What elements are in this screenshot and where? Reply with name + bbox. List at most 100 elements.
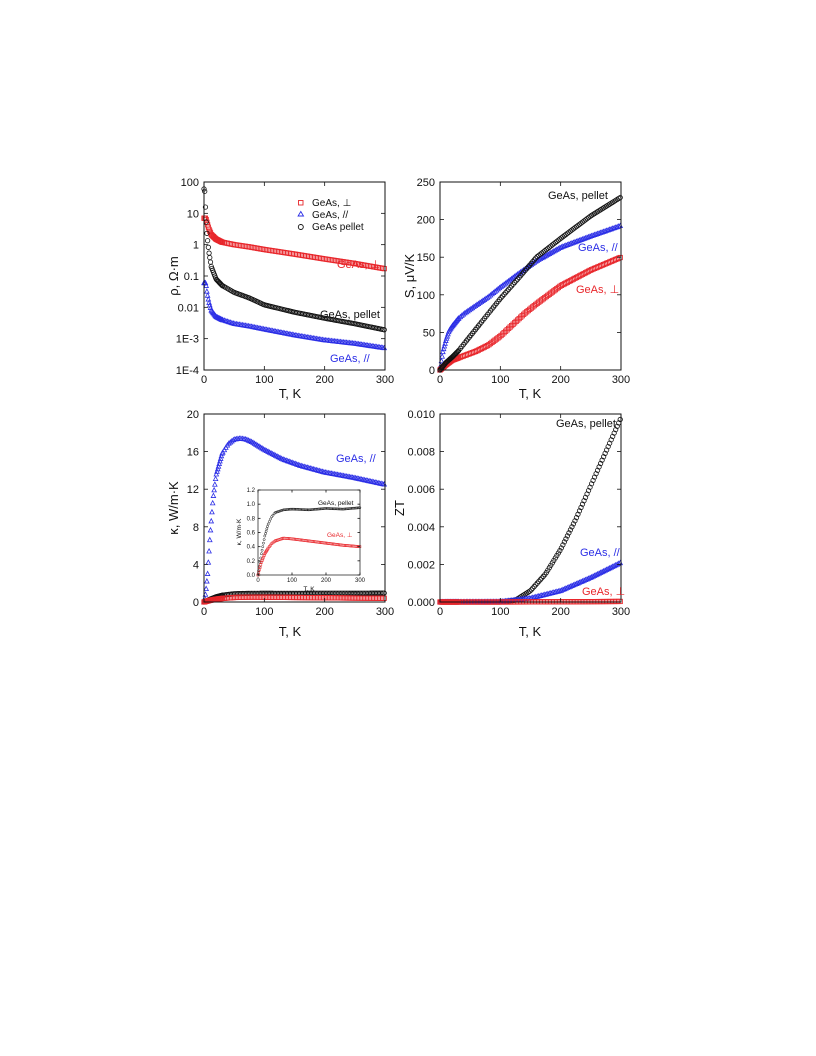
data-point bbox=[527, 588, 533, 594]
data-point bbox=[510, 321, 516, 327]
kappa-x-axis-label: T, K bbox=[279, 624, 302, 639]
data-point bbox=[214, 468, 220, 474]
data-point bbox=[258, 566, 262, 569]
data-point bbox=[268, 520, 271, 523]
data-point bbox=[375, 595, 381, 601]
data-point bbox=[515, 317, 521, 323]
data-point bbox=[313, 466, 320, 473]
data-point bbox=[266, 525, 269, 528]
data-point bbox=[378, 590, 384, 596]
series-square bbox=[437, 254, 623, 373]
data-point bbox=[505, 325, 512, 332]
data-point bbox=[617, 194, 623, 201]
data-point bbox=[498, 295, 504, 301]
series-square bbox=[201, 594, 387, 605]
data-point bbox=[204, 570, 211, 576]
data-point bbox=[339, 595, 345, 601]
data-point bbox=[318, 595, 324, 601]
y-tick-label: 16 bbox=[187, 447, 199, 459]
legend-marker-circle bbox=[297, 224, 304, 230]
data-point bbox=[312, 595, 318, 601]
data-point bbox=[316, 595, 322, 601]
data-point bbox=[310, 595, 316, 601]
data-point bbox=[211, 486, 217, 493]
data-point bbox=[304, 595, 310, 601]
y-tick-label: 0.002 bbox=[407, 559, 435, 571]
data-point bbox=[362, 595, 368, 601]
inset-axes: 0 100 200 300 0.0 0.2 0.4 0.6 0.8 1.0 1.2 bbox=[247, 488, 366, 584]
data-point bbox=[534, 580, 540, 586]
x-tick-label: 0 bbox=[437, 374, 443, 386]
x-tick-label: 100 bbox=[287, 578, 298, 584]
y-tick-label: 150 bbox=[417, 252, 435, 264]
data-point bbox=[303, 594, 309, 601]
y-tick-label: 1.0 bbox=[247, 502, 256, 508]
data-point bbox=[269, 517, 272, 521]
y-tick-label: 250 bbox=[417, 177, 435, 189]
data-point bbox=[266, 522, 270, 526]
data-point bbox=[340, 595, 347, 601]
x-tick-label: 200 bbox=[551, 606, 569, 618]
data-point bbox=[202, 204, 209, 210]
data-point bbox=[533, 255, 539, 261]
kappa-y-axis-label: κ, W/m·K bbox=[166, 481, 181, 535]
seebeck-axes: 0 100 200 300 0 50 100 150 200 250 bbox=[417, 177, 631, 386]
y-tick-label: 1.2 bbox=[247, 488, 256, 494]
data-point bbox=[260, 548, 264, 552]
data-point bbox=[342, 595, 348, 601]
data-point bbox=[569, 524, 575, 530]
zt-data-marks bbox=[437, 416, 624, 605]
seebeck-plot-frame bbox=[439, 181, 622, 371]
data-point bbox=[483, 343, 489, 349]
x-tick-label: 0 bbox=[201, 606, 207, 618]
data-point bbox=[316, 467, 323, 473]
data-point bbox=[301, 594, 307, 601]
data-point bbox=[512, 279, 518, 286]
data-point bbox=[205, 244, 211, 250]
y-tick-label: 10 bbox=[187, 208, 199, 220]
x-tick-label: 100 bbox=[255, 374, 273, 386]
y-tick-label: 0 bbox=[193, 597, 199, 609]
data-point bbox=[209, 508, 215, 515]
legend-marker-square bbox=[298, 200, 304, 206]
data-point bbox=[205, 238, 211, 244]
data-point bbox=[292, 594, 298, 601]
panel-seebeck: 0 100 200 300 0 50 100 150 200 250 T, K S, μV/K G… bbox=[402, 177, 630, 401]
seebeck-annotation: GeAs, ⊥ bbox=[576, 284, 619, 296]
data-point bbox=[319, 595, 325, 601]
series-square bbox=[201, 215, 387, 272]
data-point bbox=[206, 536, 213, 543]
data-point bbox=[455, 314, 462, 321]
data-point bbox=[374, 595, 380, 601]
data-point bbox=[501, 291, 507, 297]
x-tick-label: 300 bbox=[355, 578, 366, 584]
x-tick-label: 100 bbox=[491, 606, 509, 618]
data-point bbox=[301, 463, 308, 469]
inset-x-axis-label: T, K bbox=[303, 586, 315, 593]
legend-entry: GeAs pellet bbox=[312, 222, 364, 233]
data-point bbox=[516, 315, 522, 322]
data-point bbox=[206, 547, 212, 554]
zt-annotation: GeAs, pellet bbox=[556, 418, 616, 430]
y-tick-label: 0.010 bbox=[407, 409, 435, 421]
data-point bbox=[614, 598, 620, 605]
series-circle bbox=[201, 186, 387, 333]
data-point bbox=[457, 313, 464, 320]
data-point bbox=[499, 293, 506, 299]
data-point bbox=[207, 254, 213, 261]
data-point bbox=[380, 595, 386, 601]
data-point bbox=[212, 475, 219, 482]
x-tick-label: 0 bbox=[256, 578, 260, 584]
data-point bbox=[257, 571, 261, 574]
data-point bbox=[349, 595, 356, 601]
data-point bbox=[333, 595, 339, 601]
data-point bbox=[262, 541, 265, 545]
data-point bbox=[439, 353, 446, 359]
data-point bbox=[563, 536, 569, 542]
kappa-axes: 0 100 200 300 0 4 8 12 16 20 bbox=[187, 409, 394, 618]
data-point bbox=[259, 563, 263, 567]
data-point bbox=[378, 595, 384, 601]
data-point bbox=[352, 595, 359, 601]
data-point bbox=[314, 467, 321, 473]
data-point bbox=[217, 457, 223, 464]
